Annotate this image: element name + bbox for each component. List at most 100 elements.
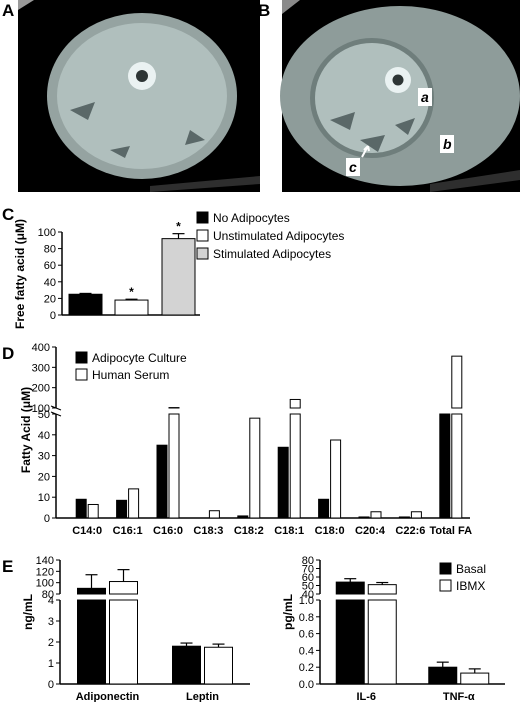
- y-tick-label: 40: [38, 430, 50, 442]
- bar: [330, 439, 342, 519]
- x-tick-label: C18:2: [234, 525, 264, 537]
- x-tick-label: TNF-α: [443, 691, 475, 702]
- y-tick-label: 60: [44, 260, 56, 272]
- ct-label-b: b: [443, 136, 452, 152]
- bar: [249, 417, 261, 519]
- ct-arrow-c: [361, 145, 370, 158]
- bar: [237, 515, 249, 519]
- panel-label-c: C: [2, 205, 14, 224]
- bar-upper-segment: [289, 398, 301, 409]
- bar-lower-segment: [335, 599, 365, 685]
- y-tick-label: 60: [302, 572, 314, 584]
- x-tick-label: C16:1: [113, 525, 143, 537]
- bar: [204, 646, 233, 685]
- bar: [318, 498, 330, 519]
- ct-corner-a: [18, 0, 34, 10]
- legend-swatch-1: [439, 579, 452, 592]
- ct-label-box-b: [440, 135, 454, 153]
- y-tick-label: 80: [302, 555, 314, 567]
- bar: [398, 516, 410, 519]
- y-tick-label: 2: [48, 637, 54, 649]
- y-tick-label: 50: [302, 581, 314, 593]
- y-tick-label: 0.0: [299, 679, 314, 691]
- legend-label-1: IBMX: [456, 579, 485, 593]
- bar: [75, 498, 87, 519]
- y-tick-label: 40: [44, 277, 56, 289]
- x-tick-label: C18:0: [315, 525, 345, 537]
- y-tick-label: 3: [48, 616, 54, 628]
- y-tick-label: 0.6: [299, 629, 314, 641]
- y-tick-label: 4: [48, 595, 54, 607]
- y-tick-label: 10: [38, 492, 50, 504]
- y-tick-label: 400: [32, 342, 50, 354]
- panel-label-a: A: [2, 1, 14, 20]
- x-tick-label: C22:6: [395, 525, 425, 537]
- x-tick-label: C16:0: [153, 525, 183, 537]
- bar-lower-segment: [367, 599, 397, 685]
- legend-label-1: Unstimulated Adipocytes: [213, 229, 344, 243]
- bar-lower-segment: [168, 413, 180, 519]
- legend-label-0: Adipocyte Culture: [92, 351, 187, 365]
- x-tick-label: C18:1: [274, 525, 304, 537]
- y-tick-label: 0: [50, 310, 56, 322]
- ct-corner-b: [282, 0, 300, 14]
- legend-label-0: No Adipocytes: [213, 211, 290, 225]
- y-tick-label: 100: [32, 403, 50, 415]
- y-tick-label: 300: [32, 362, 50, 374]
- ct-marrow-a: [136, 70, 148, 82]
- bar: [208, 510, 220, 519]
- panel-label-b: B: [258, 1, 270, 20]
- ct-image-b: [280, 0, 520, 192]
- ct-table-a: [150, 176, 260, 192]
- x-tick-label: C14:0: [72, 525, 102, 537]
- y-tick-label: 100: [36, 578, 54, 590]
- ct-label-c: c: [349, 159, 357, 175]
- y-tick-label: 20: [44, 293, 56, 305]
- y-tick-label: 140: [36, 555, 54, 567]
- bar: [161, 238, 196, 316]
- bar: [370, 511, 382, 519]
- y-tick-label: 0.8: [299, 612, 314, 624]
- legend-swatch-0: [196, 211, 209, 224]
- chart-e-right-ylabel: pg/mL: [281, 594, 295, 630]
- ct-marrow-b: [392, 74, 404, 86]
- legend-swatch-0: [75, 351, 88, 364]
- bar: [277, 446, 289, 519]
- bar: [172, 645, 201, 685]
- ct-muscle-a: [57, 23, 227, 169]
- y-tick-label: 80: [42, 589, 54, 601]
- ct-label-box-a: [418, 88, 432, 106]
- y-tick-label: 70: [302, 564, 314, 576]
- ct-label-a: a: [421, 89, 429, 105]
- bar-lower-segment: [109, 599, 138, 685]
- x-tick-label: Total FA: [430, 525, 473, 537]
- y-tick-label: 40: [302, 589, 314, 601]
- y-tick-label: 0: [48, 679, 54, 691]
- bar-lower-segment: [439, 413, 451, 519]
- bar-upper-segment: [335, 581, 365, 595]
- ct-table-b: [430, 170, 520, 192]
- ct-label-box-c: [346, 158, 360, 176]
- chart-e-left-ylabel: ng/mL: [21, 594, 35, 630]
- panel-label-e: E: [2, 557, 13, 576]
- y-tick-label: 120: [36, 566, 54, 578]
- x-tick-label: C18:3: [193, 525, 223, 537]
- bar: [410, 511, 422, 519]
- legend-swatch-0: [439, 562, 452, 575]
- y-tick-label: 0.2: [299, 662, 314, 674]
- bar: [358, 516, 370, 519]
- bar-upper-segment: [77, 587, 106, 595]
- bar: [128, 488, 140, 519]
- x-tick-label: Leptin: [186, 691, 219, 702]
- y-tick-label: 0: [44, 513, 50, 525]
- y-tick-label: 20: [38, 471, 50, 483]
- bar-lower-segment: [77, 599, 106, 685]
- x-tick-label: IL-6: [356, 691, 376, 702]
- legend-swatch-1: [75, 368, 88, 381]
- y-tick-label: 200: [32, 383, 50, 395]
- legend-label-2: Stimulated Adipocytes: [213, 247, 331, 261]
- significance-marker: *: [129, 285, 134, 299]
- chart-c: 0 20 40 60 80 100 * * No Adipocytes Unstimulated …: [38, 211, 345, 322]
